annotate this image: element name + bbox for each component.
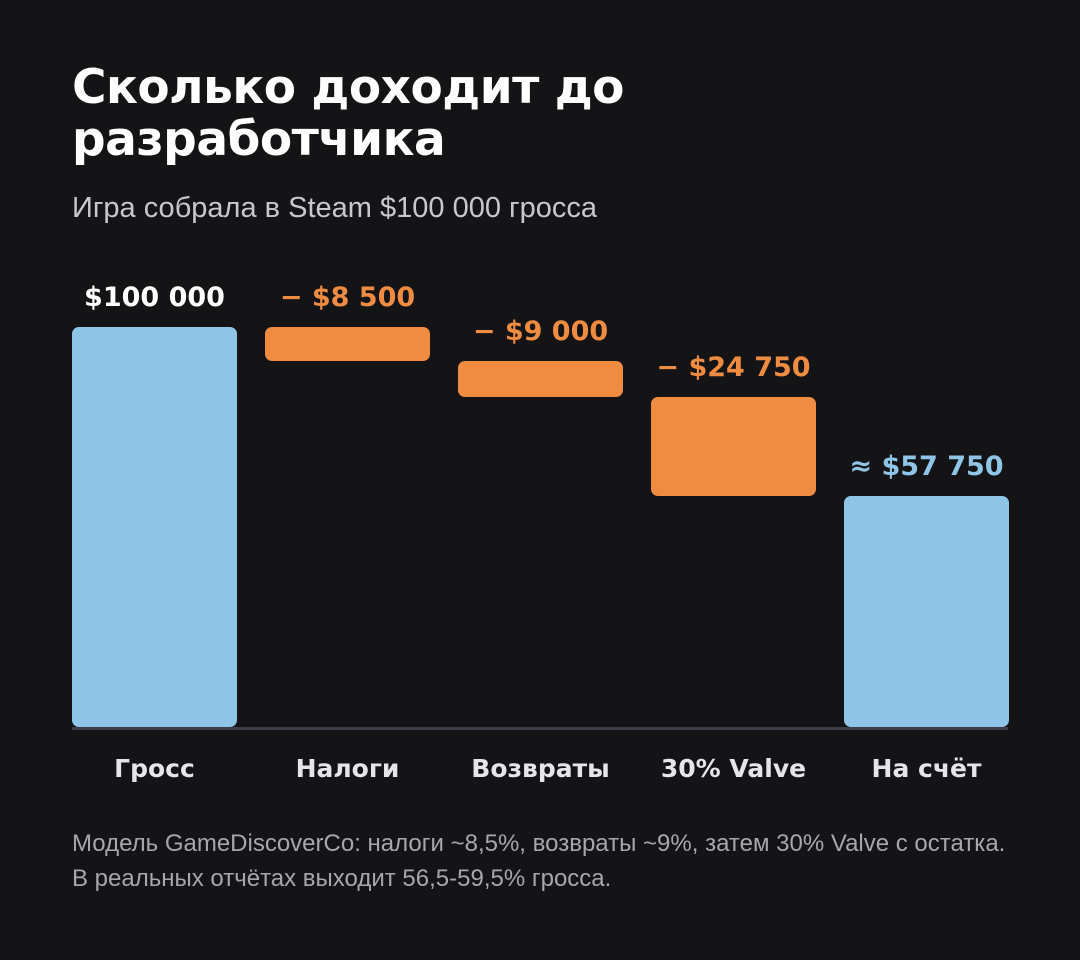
category-label-2: Налоги xyxy=(296,754,400,783)
value-label-4: − $24 750 xyxy=(656,352,810,383)
chart-subtitle: Игра собрала в Steam $100 000 гросса xyxy=(72,192,597,224)
category-label-1: Гросс xyxy=(114,754,195,783)
category-label-5: На счёт xyxy=(872,754,982,783)
value-label-3: − $9 000 xyxy=(473,316,608,347)
value-label-1: $100 000 xyxy=(84,282,225,313)
bar-5 xyxy=(844,496,1009,727)
category-label-4: 30% Valve xyxy=(661,754,806,783)
footnote: Модель GameDiscoverCo: налоги ~8,5%, воз… xyxy=(72,830,1006,892)
bar-4 xyxy=(651,397,816,496)
bar-3 xyxy=(458,361,623,397)
chart-title: Сколько доходит до разработчика xyxy=(72,60,624,167)
value-label-5: ≈ $57 750 xyxy=(849,451,1003,482)
bar-1 xyxy=(72,327,237,727)
bar-2 xyxy=(265,327,430,361)
category-label-3: Возвраты xyxy=(471,754,609,783)
waterfall-chart: $100 000 Гросс − $8 500 Налоги − $9 000 Возвр… xyxy=(72,282,1009,783)
value-label-2: − $8 500 xyxy=(280,282,415,313)
